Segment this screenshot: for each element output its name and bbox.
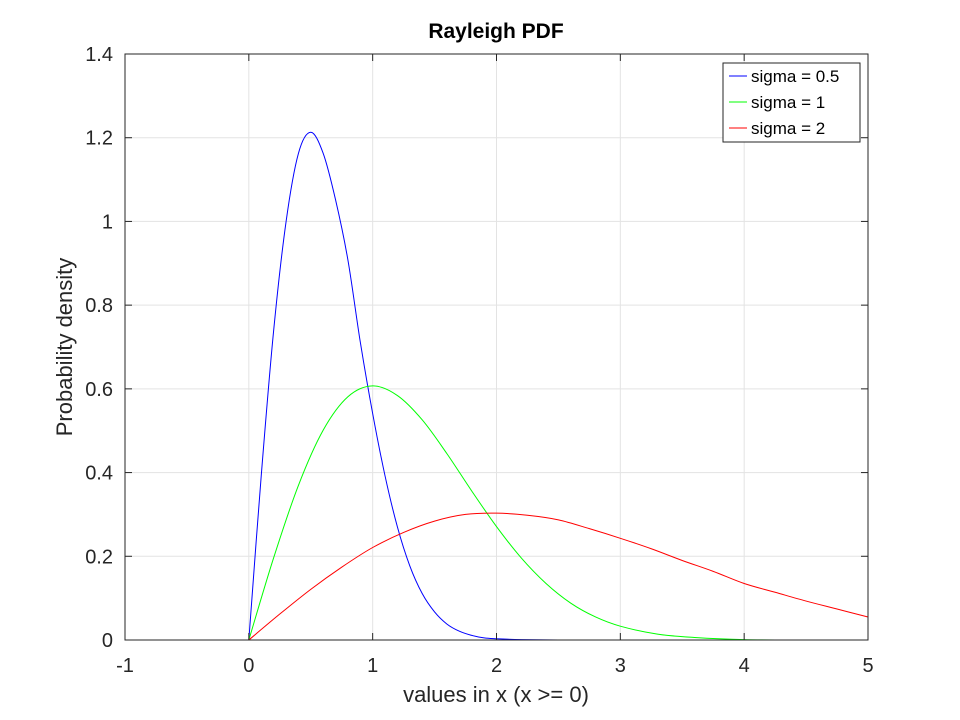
x-tick-label: 4 [739,655,750,677]
y-tick-labels: 0 0.2 0.4 0.6 0.8 1 1.2 1.4 [85,44,113,652]
legend: sigma = 0.5 sigma = 1 sigma = 2 [722,62,861,143]
x-tick-labels: -1 0 1 2 3 4 5 [116,655,873,677]
x-tick-label: -1 [116,655,134,677]
legend-label-2: sigma = 1 [751,93,825,112]
y-tick-label: 0.8 [85,295,113,317]
x-tick-label: 1 [367,655,378,677]
plot-area [124,53,869,641]
ticks [124,53,869,641]
x-tick-label: 3 [615,655,626,677]
y-tick-label: 1 [102,211,113,233]
legend-entries: sigma = 0.5 sigma = 1 sigma = 2 [729,67,839,138]
x-tick-label: 0 [243,655,254,677]
y-tick-label: 0.6 [85,379,113,401]
chart-title: Rayleigh PDF [428,20,564,43]
legend-label-3: sigma = 2 [751,119,825,138]
y-axis-label: Probability density [52,258,77,437]
x-tick-label: 5 [862,655,873,677]
series-line-2 [125,385,868,641]
series-line-3 [125,512,869,641]
legend-label-1: sigma = 0.5 [751,67,839,86]
y-tick-label: 0.4 [85,463,113,485]
y-tick-label: 0.2 [85,546,113,568]
y-tick-label: 0 [102,630,113,652]
y-tick-label: 1.2 [85,128,113,150]
y-tick-label: 1.4 [85,44,113,66]
x-tick-label: 2 [491,655,502,677]
x-axis-label: values in x (x >= 0) [403,682,589,707]
